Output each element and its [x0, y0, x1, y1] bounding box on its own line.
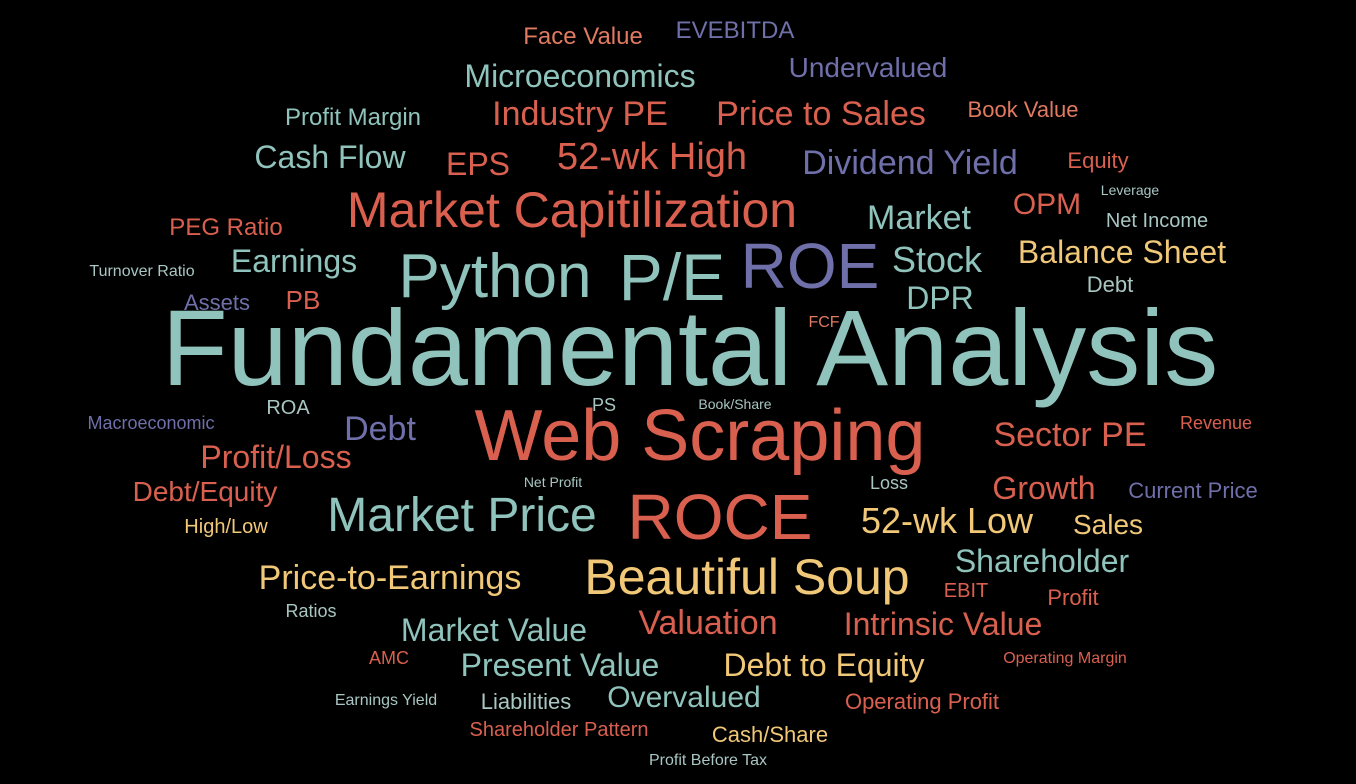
word-fcf: FCF [808, 314, 840, 331]
word-profit-margin: Profit Margin [284, 104, 422, 131]
word-market-value: Market Value [400, 612, 588, 648]
word-debt-equity: Debt/Equity [132, 476, 278, 507]
word-liabilities: Liabilities [480, 689, 572, 714]
word-python: Python [398, 242, 592, 311]
word-roe: ROE [740, 230, 880, 302]
word-stock: Stock [891, 239, 983, 280]
word-market-price: Market Price [327, 489, 597, 542]
word-opm: OPM [1012, 188, 1082, 221]
word-present-value: Present Value [460, 647, 660, 683]
word-microeconomics: Microeconomics [464, 58, 696, 94]
word-pb: PB [285, 285, 321, 315]
word-debt: Debt [344, 410, 416, 448]
word-profit-before-tax: Profit Before Tax [649, 752, 767, 769]
word-ebit: EBIT [943, 580, 989, 602]
word-fundamental-analysis: Fundamental Analysis [161, 287, 1219, 408]
word-eps: EPS [445, 146, 511, 182]
word-dividend-yield: Dividend Yield [802, 144, 1018, 182]
word-turnover-ratio: Turnover Ratio [89, 263, 195, 280]
word-p-e: P/E [618, 240, 726, 314]
word-loss: Loss [869, 473, 909, 493]
word-52-wk-high: 52-wk High [556, 136, 748, 178]
word-evebitda: EVEBITDA [675, 17, 795, 44]
word-operating-margin: Operating Margin [1003, 650, 1127, 667]
word-industry-pe: Industry PE [492, 95, 668, 133]
word-net-income: Net Income [1105, 210, 1209, 232]
word-price-to-earnings: Price-to-Earnings [258, 559, 522, 597]
word-assets: Assets [183, 290, 251, 315]
word-web-scraping: Web Scraping [474, 396, 926, 476]
word-ps: PS [591, 395, 617, 415]
word-revenue: Revenue [1179, 413, 1253, 433]
word-face-value: Face Value [523, 23, 643, 50]
word-macroeconomic: Macroeconomic [87, 413, 215, 433]
word-sales: Sales [1072, 509, 1144, 540]
word-shareholder-pattern: Shareholder Pattern [469, 719, 649, 741]
word-balance-sheet: Balance Sheet [1017, 234, 1227, 270]
word-intrinsic-value: Intrinsic Value [843, 606, 1043, 642]
word-roce: ROCE [627, 481, 813, 553]
word-beautiful-soup: Beautiful Soup [584, 549, 910, 605]
word-market: Market [867, 199, 971, 237]
word-current-price: Current Price [1128, 478, 1258, 503]
word-earnings-yield: Earnings Yield [334, 692, 438, 709]
word-52-wk-low: 52-wk Low [860, 500, 1034, 541]
word-valuation: Valuation [638, 604, 778, 642]
word-book-share: Book/Share [698, 396, 772, 412]
word-leverage: Leverage [1100, 182, 1160, 198]
word-growth: Growth [992, 470, 1096, 506]
word-operating-profit: Operating Profit [844, 689, 1000, 714]
word-earnings: Earnings [230, 243, 358, 279]
word-peg-ratio: PEG Ratio [169, 214, 283, 241]
word-profit: Profit [1047, 585, 1099, 610]
word-roa: ROA [266, 397, 310, 419]
word-overvalued: Overvalued [607, 681, 761, 714]
word-equity: Equity [1067, 148, 1129, 173]
word-market-capitilization: Market Capitilization [346, 182, 798, 238]
word-amc: AMC [369, 648, 409, 668]
word-ratios: Ratios [285, 601, 337, 621]
word-sector-pe: Sector PE [993, 416, 1147, 454]
word-net-profit: Net Profit [523, 474, 583, 490]
word-debt: Debt [1086, 272, 1134, 297]
word-undervalued: Undervalued [788, 52, 948, 83]
word-dpr: DPR [906, 280, 974, 316]
word-cash-flow: Cash Flow [254, 139, 406, 175]
word-debt-to-equity: Debt to Equity [723, 647, 925, 683]
word-high-low: High/Low [184, 516, 268, 538]
word-price-to-sales: Price to Sales [716, 95, 926, 133]
word-cash-share: Cash/Share [711, 722, 829, 747]
word-book-value: Book Value [967, 97, 1079, 122]
word-shareholder: Shareholder [954, 543, 1130, 579]
word-profit-loss: Profit/Loss [200, 439, 352, 475]
